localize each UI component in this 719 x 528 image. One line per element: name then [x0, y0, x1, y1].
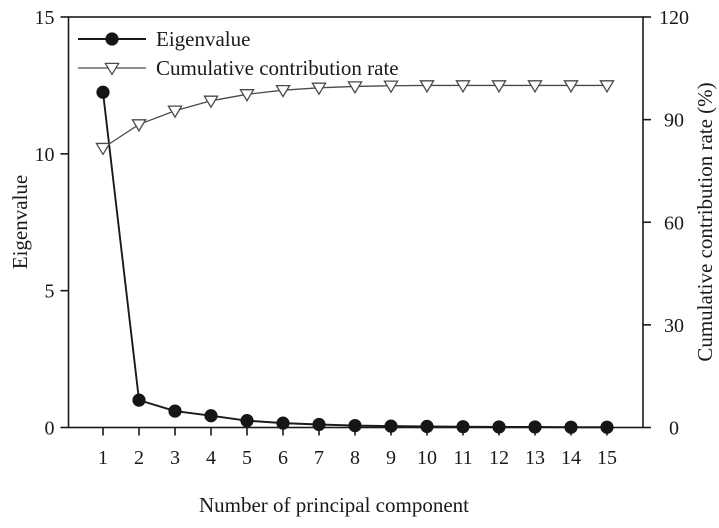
x-axis-tick-label: 5: [242, 447, 252, 469]
x-axis-tick-label: 15: [597, 447, 617, 469]
eigenvalue-point: [204, 409, 218, 423]
cumulative-point: [203, 95, 219, 109]
left-axis-title: Eigenvalue: [8, 175, 32, 269]
cumulative-point: [599, 80, 615, 94]
cumulative-point: [167, 105, 183, 119]
eigenvalue-point: [240, 414, 254, 428]
cumulative-point: [95, 142, 111, 156]
cumulative-point: [347, 81, 363, 95]
right-axis-tick-label: 120: [659, 7, 689, 29]
x-axis-title: Number of principal component: [199, 493, 469, 517]
x-axis-tick-label: 11: [453, 447, 472, 469]
x-axis-tick-label: 3: [170, 447, 180, 469]
x-axis-tick-label: 13: [525, 447, 545, 469]
left-axis-tick-label: 5: [45, 281, 55, 303]
legend-cumulative-marker-icon: [104, 62, 120, 76]
x-axis-tick-label: 4: [206, 447, 216, 469]
cumulative-point: [311, 82, 327, 96]
cumulative-point: [239, 89, 255, 102]
eigenvalue-point: [420, 419, 434, 434]
cumulative-point: [455, 80, 471, 94]
x-axis-tick-label: 7: [314, 447, 324, 469]
eigenvalue-point: [276, 416, 290, 430]
eigenvalue-point: [168, 404, 182, 418]
eigenvalue-point: [528, 420, 542, 434]
right-axis-tick-label: 30: [664, 315, 684, 337]
right-axis-title: Cumulative contribution rate (%): [693, 82, 717, 361]
cumulative-series-line: [102, 84, 607, 149]
eigenvalue-point: [132, 393, 146, 407]
x-axis-tick-label: 2: [134, 447, 144, 469]
x-axis-tick-label: 12: [489, 447, 509, 469]
right-axis-tick-label: 60: [664, 212, 684, 234]
left-axis-tick-label: 10: [35, 144, 55, 166]
legend-eigenvalue-marker-icon: [105, 32, 119, 46]
right-axis-tick-label: 0: [669, 418, 679, 440]
left-axis-tick-label: 0: [45, 418, 55, 440]
eigenvalue-point: [348, 418, 362, 433]
legend: Eigenvalue Cumulative contribution rate: [78, 27, 399, 80]
eigenvalue-point: [564, 420, 578, 434]
legend-cumulative-label: Cumulative contribution rate: [156, 56, 399, 80]
eigenvalue-point: [456, 420, 470, 434]
x-axis-tick-label: 8: [350, 447, 360, 469]
eigenvalue-point: [96, 85, 110, 99]
cumulative-point: [131, 119, 147, 133]
legend-eigenvalue-label: Eigenvalue: [156, 27, 250, 51]
left-axis-tick-label: 15: [35, 7, 55, 29]
eigenvalue-point: [312, 417, 326, 432]
eigenvalue-point: [492, 420, 506, 434]
cumulative-point: [275, 84, 291, 98]
eigenvalue-point: [600, 420, 614, 434]
cumulative-point: [491, 80, 507, 94]
x-axis-tick-label: 1: [98, 447, 108, 469]
cumulative-point: [527, 80, 543, 94]
x-axis-tick-label: 14: [561, 447, 581, 469]
right-axis-tick-label: 90: [664, 110, 684, 132]
cumulative-point: [419, 80, 435, 94]
x-axis-tick-label: 6: [278, 447, 288, 469]
cumulative-point: [563, 80, 579, 94]
x-axis-tick-label: 9: [386, 447, 396, 469]
eigenvalue-point: [384, 419, 398, 433]
x-axis-tick-label: 10: [417, 447, 437, 469]
cumulative-point: [383, 80, 399, 94]
eigenvalue-series-line: [102, 92, 607, 429]
